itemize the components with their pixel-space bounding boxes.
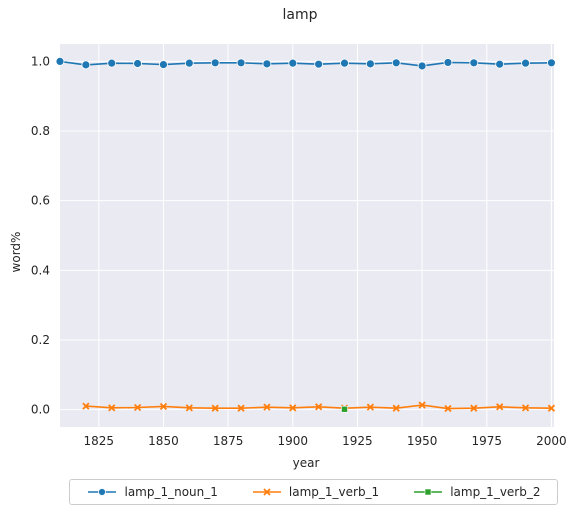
series-lamp_1_noun_1 — [55, 57, 556, 71]
data-point — [237, 404, 245, 412]
x-tick-label: 1950 — [407, 434, 438, 448]
data-point — [107, 58, 117, 68]
x-tick-label: 1825 — [84, 434, 115, 448]
x-tick-label: 1975 — [471, 434, 502, 448]
legend-item-noun-1: lamp_1_noun_1 — [86, 485, 218, 499]
data-point — [211, 404, 219, 412]
tick-labels: 1825 1850 1875 1900 1925 1950 1975 2000 0.0 0.2 0.… — [31, 54, 567, 448]
legend-label: lamp_1_verb_2 — [450, 485, 541, 499]
data-point — [470, 404, 478, 412]
data-point — [340, 58, 349, 68]
data-point — [392, 404, 400, 412]
chart-title: lamp — [282, 7, 318, 23]
data-point — [184, 58, 194, 68]
data-point — [341, 405, 348, 413]
y-tick-label: 0.0 — [31, 403, 50, 417]
data-point — [133, 403, 142, 412]
y-tick-label: 1.0 — [31, 54, 50, 68]
legend-item-verb-1: lamp_1_verb_1 — [251, 485, 379, 499]
data-point — [263, 403, 271, 411]
legend-label: lamp_1_verb_1 — [288, 485, 380, 499]
data-point — [236, 58, 246, 68]
y-tick-label: 0.6 — [31, 194, 50, 208]
data-point — [108, 404, 116, 412]
data-point — [521, 58, 530, 68]
y-tick-label: 0.8 — [31, 124, 50, 138]
x-tick-label: 1925 — [342, 434, 373, 448]
data-point — [547, 404, 556, 412]
data-point — [262, 59, 272, 69]
legend-line-square-icon — [414, 488, 443, 496]
data-point — [443, 58, 453, 67]
data-point — [366, 403, 375, 411]
legend-line-circle-icon — [88, 488, 117, 496]
x-axis-label: year — [292, 456, 320, 470]
legend: lamp_1_noun_1 lamp_1_verb_1 lamp_1_verb_… — [69, 479, 558, 505]
data-point — [159, 402, 168, 411]
data-point — [418, 401, 426, 409]
data-point — [469, 58, 479, 68]
legend-item-verb-2: lamp_1_verb_2 — [412, 485, 541, 499]
legend-line-x-icon — [252, 488, 281, 496]
y-tick-label: 0.2 — [31, 333, 50, 347]
data-point — [133, 59, 142, 68]
data-point — [288, 58, 298, 68]
series-layer — [55, 57, 556, 413]
x-tick-label: 1875 — [213, 434, 244, 448]
x-tick-label: 1850 — [148, 434, 179, 448]
data-point — [521, 404, 530, 412]
data-point — [365, 59, 375, 69]
data-point — [210, 58, 220, 68]
plot-background — [60, 44, 554, 427]
data-point — [495, 59, 505, 69]
x-tick-label: 2000 — [536, 434, 567, 448]
x-tick-label: 1900 — [278, 434, 309, 448]
data-point — [391, 58, 401, 68]
series-lamp_1_verb_2 — [341, 405, 348, 413]
data-point — [444, 404, 452, 413]
data-point — [315, 403, 323, 411]
data-point — [185, 404, 193, 412]
y-axis-label: word% — [9, 231, 23, 273]
legend-label: lamp_1_noun_1 — [124, 485, 218, 499]
y-tick-label: 0.4 — [31, 263, 50, 277]
data-point — [81, 60, 91, 70]
data-point — [55, 57, 65, 66]
data-point — [159, 60, 168, 69]
data-point — [314, 59, 324, 69]
data-point — [547, 58, 556, 68]
data-point — [496, 403, 504, 411]
data-point — [82, 402, 90, 410]
data-point — [289, 404, 297, 412]
data-point — [417, 61, 427, 71]
